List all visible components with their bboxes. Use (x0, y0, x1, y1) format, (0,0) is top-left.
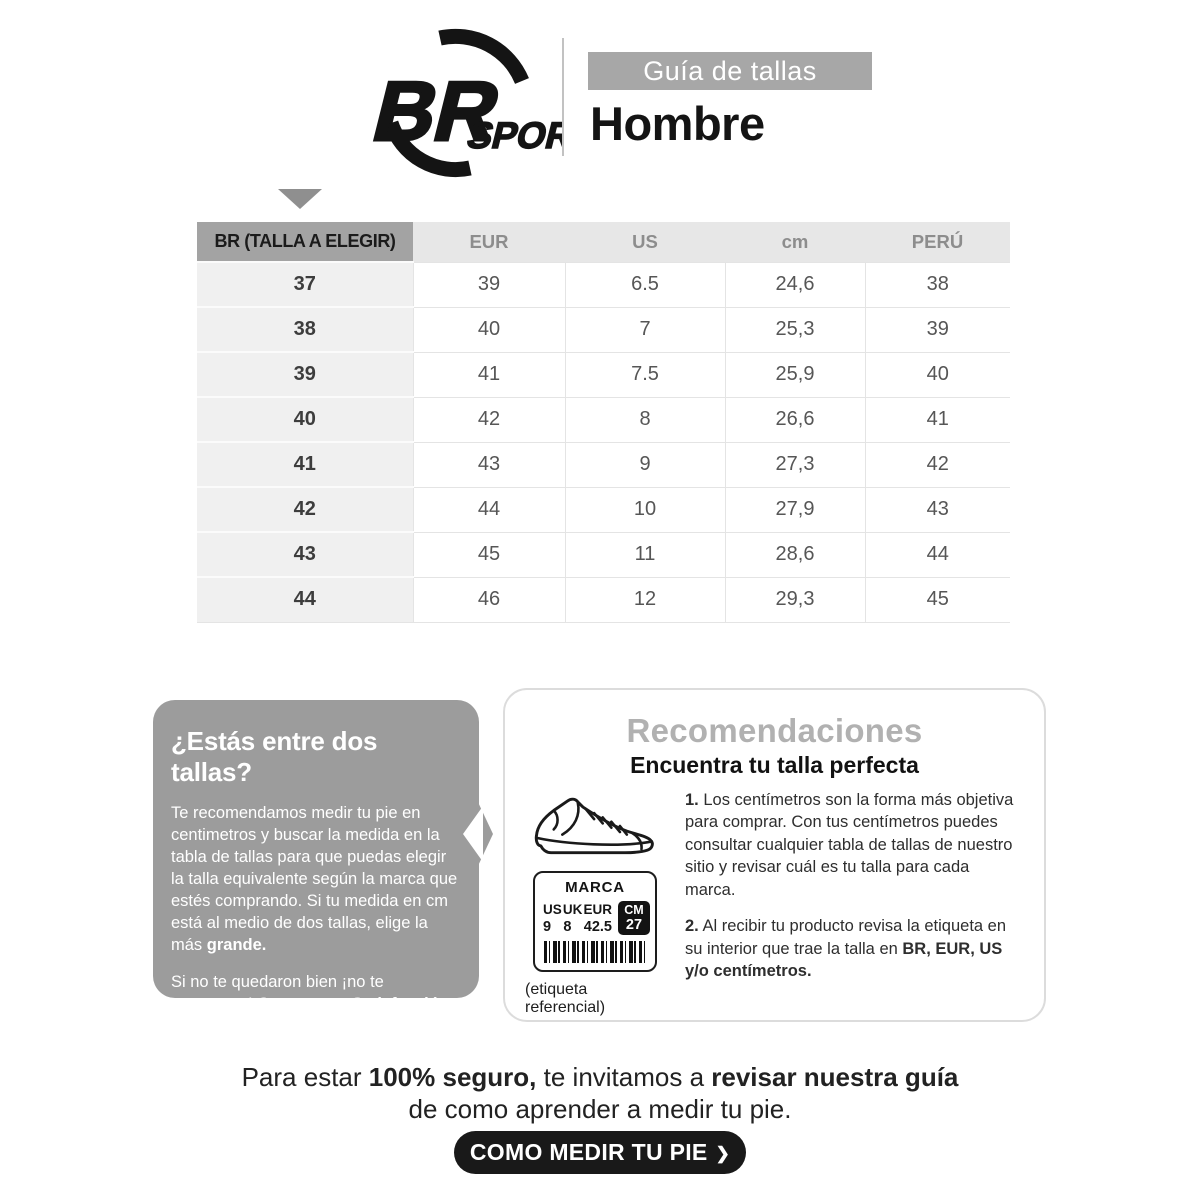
cell-br: 44 (197, 576, 413, 623)
bubble-paragraph-2: Si no te quedaron bien ¡no te preocupes!… (171, 972, 449, 1079)
cell-us: 11 (564, 531, 725, 577)
barcode (544, 941, 646, 963)
cell-cm: 25,3 (724, 306, 865, 352)
cell-peru: 44 (864, 531, 1010, 577)
cell-us: 10 (564, 486, 725, 532)
cell-us: 12 (564, 576, 725, 623)
guide-badge: Guía de tallas (588, 52, 872, 90)
cell-br: 41 (197, 441, 413, 487)
cell-eur: 44 (412, 486, 565, 532)
bubble-note: *Desde el 16.08.2022 (171, 1095, 333, 1114)
logo-br-text: BR (364, 65, 509, 159)
cell-us: 9 (564, 441, 725, 487)
label-unit-eur: EUR (583, 901, 612, 917)
cell-peru: 43 (864, 486, 1010, 532)
how-to-measure-label: COMO MEDIR TU PIE (469, 1139, 708, 1165)
table-row: 40 42 8 26,6 41 (197, 396, 1010, 442)
cell-peru: 45 (864, 576, 1010, 623)
cell-eur: 40 (412, 306, 565, 352)
col-header-peru: PERÚ (865, 222, 1010, 262)
recommendations-box: Recomendaciones Encuentra tu talla perfe… (503, 688, 1046, 1022)
cell-br: 42 (197, 486, 413, 532)
cm-highlight-box: CM 27 (618, 901, 650, 935)
cell-eur: 45 (412, 531, 565, 577)
cell-eur: 39 (412, 261, 565, 307)
table-row: 44 46 12 29,3 45 (197, 576, 1010, 623)
between-sizes-bubble: ¿Estás entre dos tallas? Te recomendamos… (153, 700, 493, 1113)
brsport-logo: BR SPORT (352, 28, 602, 178)
logo-sport-text: SPORT (463, 115, 562, 156)
col-header-cm: cm (725, 222, 865, 262)
cell-eur: 46 (412, 576, 565, 623)
down-triangle-icon (278, 189, 322, 209)
page-title: Hombre (590, 97, 765, 150)
label-value-us: 9 (543, 918, 552, 935)
cell-cm: 28,6 (724, 531, 865, 577)
cell-peru: 38 (864, 261, 1010, 307)
footer-line-1: Para estar 100% seguro, te invitamos a r… (241, 1062, 959, 1092)
table-row: 42 44 10 27,9 43 (197, 486, 1010, 532)
col-header-br: BR (TALLA A ELEGIR) (197, 222, 413, 262)
label-unit-uk: UK (562, 901, 583, 917)
how-to-measure-button[interactable]: COMO MEDIR TU PIE ❯ (454, 1131, 746, 1174)
recommendation-point-1: 1. Los centímetros son la forma más obje… (685, 791, 1014, 899)
cell-us: 8 (564, 396, 725, 442)
cell-br: 43 (197, 531, 413, 577)
recommendations-subtitle: Encuentra tu talla perfecta (630, 752, 919, 778)
bubble-paragraph-1: Te recomendamos medir tu pie en centimet… (171, 804, 458, 954)
table-row: 43 45 11 28,6 44 (197, 531, 1010, 577)
cell-br: 40 (197, 396, 413, 442)
cell-us: 7.5 (564, 351, 725, 397)
cell-eur: 43 (412, 441, 565, 487)
label-value-eur: 42.5 (583, 918, 612, 935)
cell-cm: 27,9 (724, 486, 865, 532)
label-unit-us: US (543, 901, 562, 917)
label-caption: (etiqueta referencial) (525, 981, 606, 1016)
size-label: MARCA US UK EUR 9 8 42.5 (533, 871, 657, 972)
bubble-title: ¿Estás entre dos tallas? (171, 726, 378, 787)
cell-peru: 42 (864, 441, 1010, 487)
cell-cm: 26,6 (724, 396, 865, 442)
size-table: BR (TALLA A ELEGIR) EUR US cm PERÚ 37 39… (197, 222, 1010, 623)
cell-cm: 29,3 (724, 576, 865, 623)
chevron-right-icon: ❯ (715, 1143, 731, 1163)
col-header-eur: EUR (413, 222, 565, 262)
brsport-logo-icon: BR SPORT (363, 28, 602, 178)
table-row: 37 39 6.5 24,6 38 (197, 261, 1010, 307)
cell-cm: 27,3 (724, 441, 865, 487)
cell-us: 6.5 (564, 261, 725, 307)
cell-br: 37 (197, 261, 413, 307)
header-divider (562, 38, 564, 156)
cell-us: 7 (564, 306, 725, 352)
cell-eur: 41 (412, 351, 565, 397)
label-brand: MARCA (565, 879, 625, 896)
label-value-uk: 8 (563, 918, 572, 935)
col-header-us: US (565, 222, 725, 262)
label-value-cm: 27 (625, 917, 643, 933)
footer-line-2: de como aprender a medir tu pie. (408, 1094, 792, 1124)
recommendations-title: Recomendaciones (626, 712, 923, 749)
table-row: 41 43 9 27,3 42 (197, 441, 1010, 487)
recommendation-point-2: 2. Al recibir tu producto revisa la etiq… (685, 917, 1007, 981)
cell-cm: 25,9 (724, 351, 865, 397)
table-row: 38 40 7 25,3 39 (197, 306, 1010, 352)
cell-peru: 39 (864, 306, 1010, 352)
cell-eur: 42 (412, 396, 565, 442)
table-header-row: BR (TALLA A ELEGIR) EUR US cm PERÚ (197, 222, 1010, 262)
cell-peru: 41 (864, 396, 1010, 442)
table-row: 39 41 7.5 25,9 40 (197, 351, 1010, 397)
cell-peru: 40 (864, 351, 1010, 397)
label-unit-cm: CM (624, 903, 644, 917)
cell-cm: 24,6 (724, 261, 865, 307)
cell-br: 38 (197, 306, 413, 352)
cell-br: 39 (197, 351, 413, 397)
sneaker-icon (534, 797, 654, 855)
